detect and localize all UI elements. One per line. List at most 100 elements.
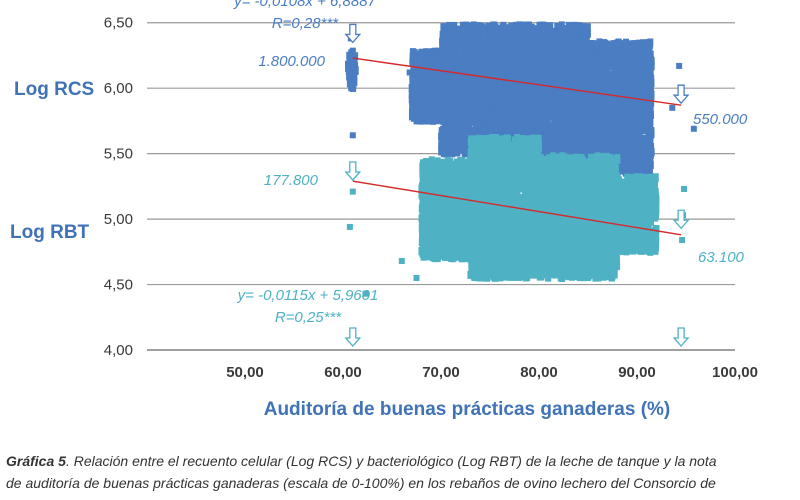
rcs-point: [501, 78, 508, 87]
rcs-point: [477, 48, 484, 57]
rcs-point: [534, 67, 541, 76]
rcs-point: [645, 59, 652, 68]
rcs-point: [551, 34, 558, 43]
rcs-point: [503, 101, 510, 110]
rcs-point: [563, 34, 570, 43]
rcs-point: [455, 120, 462, 129]
rcs-point: [621, 157, 628, 166]
rcs-point: [468, 62, 475, 71]
rcs-point: [543, 39, 550, 48]
rcs-point: [564, 47, 571, 56]
rcs-point: [445, 54, 452, 63]
rcs-point: [525, 126, 532, 135]
rcs-point: [464, 74, 471, 83]
rcs-point: [442, 96, 449, 105]
rcs-point: [479, 67, 486, 76]
rcs-point: [408, 112, 415, 121]
rcs-point: [510, 90, 517, 99]
rcs-point: [431, 88, 438, 97]
rcs-point: [514, 94, 521, 103]
rcs-point: [474, 105, 481, 114]
rcs-point: [643, 52, 650, 61]
rcs-point: [348, 49, 355, 58]
rcs-point: [579, 116, 586, 125]
rcs-point: [576, 64, 583, 73]
rcs-point: [496, 108, 503, 117]
rcs-point: [550, 124, 557, 133]
rcs-point: [530, 48, 537, 57]
rcs-point: [602, 97, 609, 106]
rcs-point: [569, 136, 576, 145]
rcs-point: [445, 120, 452, 129]
rcs-point: [547, 100, 554, 109]
rcs-point: [464, 132, 471, 141]
rcs-point: [484, 38, 491, 47]
rcs-point: [493, 116, 500, 125]
rcs-point: [418, 116, 425, 125]
rcs-point: [418, 49, 425, 58]
rcs-point: [460, 43, 467, 52]
rcs-point: [564, 138, 571, 147]
rcs-point: [580, 25, 587, 34]
rcs-point: [647, 86, 654, 95]
rcs-point: [419, 87, 426, 96]
rcs-point: [540, 74, 547, 83]
rcs-point: [499, 53, 506, 62]
rcs-point: [489, 80, 496, 89]
rcs-point: [627, 166, 634, 175]
rcs-point: [587, 60, 594, 69]
rcs-point: [519, 77, 526, 86]
rcs-point: [480, 43, 487, 52]
rcs-point: [478, 121, 485, 130]
rcs-point: [571, 79, 578, 88]
rcs-point: [513, 22, 520, 31]
rcs-point: [530, 108, 537, 117]
rcs-point: [563, 116, 570, 125]
rcs-point: [472, 92, 479, 101]
rcs-point: [561, 57, 568, 66]
rcs-point: [417, 97, 424, 106]
rcs-point: [519, 116, 526, 125]
rcs-point: [439, 69, 446, 78]
rcs-point: [517, 29, 524, 38]
rcs-point: [635, 59, 642, 68]
rcs-point: [532, 130, 539, 139]
rcs-point: [500, 118, 507, 127]
rcs-point: [492, 86, 499, 95]
rcs-point: [565, 55, 572, 64]
rcs-point: [644, 112, 651, 121]
rcs-point: [560, 83, 567, 92]
rcs-point: [599, 61, 606, 70]
rcs-point: [532, 100, 539, 109]
rcs-point: [422, 102, 429, 111]
rcs-point: [473, 39, 480, 48]
rcs-point: [411, 77, 418, 86]
rcs-point: [422, 75, 429, 84]
rcs-point: [476, 71, 483, 80]
rcs-point: [567, 66, 574, 75]
rcs-point: [502, 114, 509, 123]
rcs-point: [529, 93, 536, 102]
rcs-point: [510, 51, 517, 60]
rcs-point: [597, 124, 604, 133]
rcs-point: [459, 128, 466, 137]
rcs-point: [641, 94, 648, 103]
rcs-point: [455, 53, 462, 62]
rcs-point: [347, 55, 354, 64]
rcs-point: [642, 83, 649, 92]
rcs-point: [557, 94, 564, 103]
rcs-point: [546, 87, 553, 96]
rcs-point: [570, 55, 577, 64]
rcs-point: [558, 129, 565, 138]
rcs-point: [538, 87, 545, 96]
rcs-point: [524, 62, 531, 71]
rcs-point: [540, 29, 547, 38]
rcs-point: [428, 99, 435, 108]
rcs-point: [584, 23, 591, 32]
rcs-point: [555, 122, 562, 131]
rcs-point: [591, 40, 598, 49]
rcs-point: [494, 129, 501, 138]
rcs-point: [466, 24, 473, 33]
rcs-point: [462, 107, 469, 116]
